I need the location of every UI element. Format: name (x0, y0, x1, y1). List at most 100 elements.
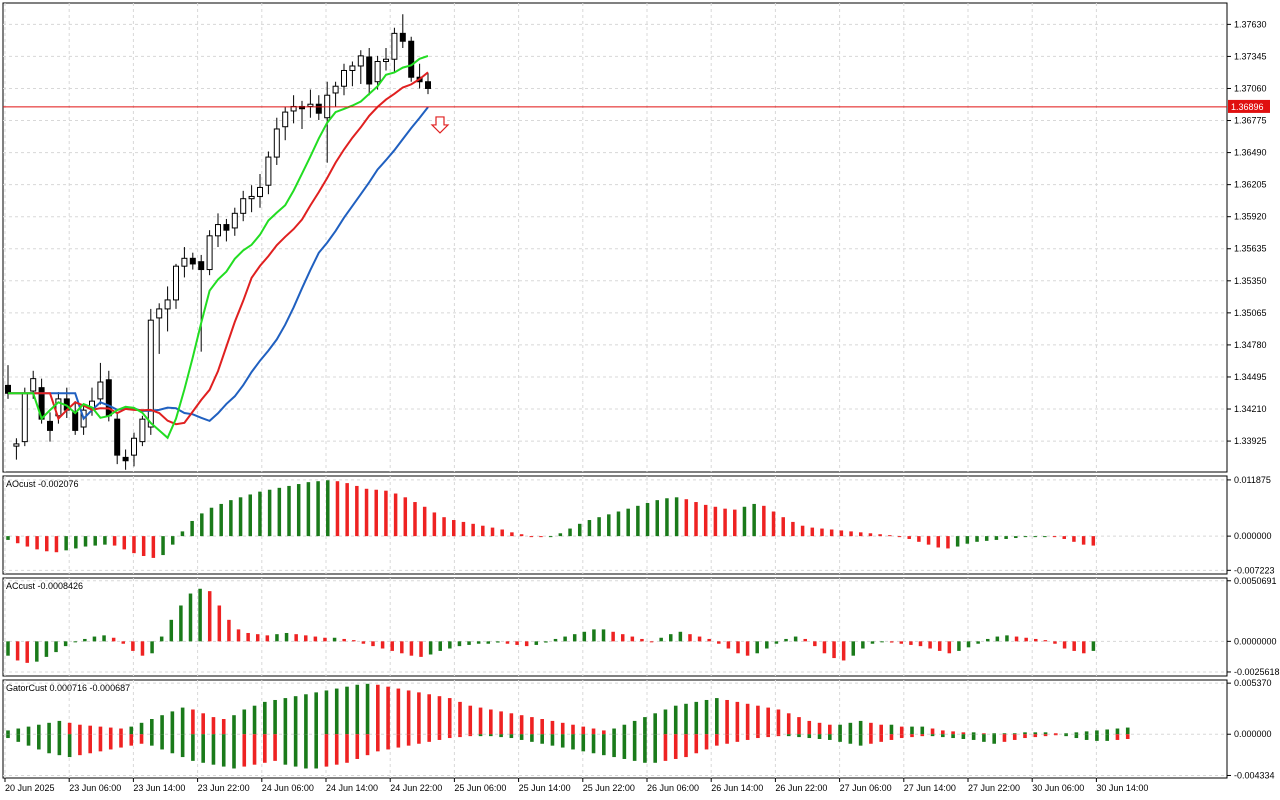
gator-lower-bar (581, 734, 586, 752)
histogram-bar (121, 641, 126, 644)
histogram-bar (745, 641, 750, 656)
gator-upper-bar (971, 732, 976, 735)
gator-upper-bar (704, 699, 709, 735)
gator-lower-bar (273, 734, 277, 761)
x-tick-label: 23 Jun 14:00 (133, 783, 185, 793)
histogram-bar (73, 641, 77, 643)
histogram-bar (1033, 536, 1037, 538)
gator-lower-bar (26, 734, 31, 746)
histogram-bar (275, 634, 279, 642)
gator-lower-bar (602, 734, 606, 756)
x-tick-label: 24 Jun 06:00 (262, 783, 314, 793)
histogram-bar (170, 536, 175, 545)
histogram-bar (422, 506, 427, 537)
histogram-bar (248, 494, 253, 537)
histogram-bar (403, 497, 408, 537)
gator-upper-bar (920, 726, 925, 735)
gator-lower-bar (807, 734, 812, 739)
gator-upper-bar (293, 696, 298, 735)
histogram-bar (1091, 641, 1096, 651)
gator-lower-bar (98, 734, 103, 752)
gator-upper-bar (1064, 733, 1068, 735)
gator-lower-bar (160, 734, 164, 750)
histogram-bar (111, 637, 116, 642)
candle (257, 186, 263, 197)
gator-lower-bar (797, 734, 801, 738)
histogram-bar (64, 536, 68, 551)
histogram-bar (665, 498, 669, 537)
gator-lower-bar (1012, 734, 1017, 740)
histogram-bar (878, 534, 882, 537)
x-tick-label: 20 Jun 2025 (5, 783, 55, 793)
histogram-bar (103, 536, 107, 545)
gator-upper-bar (489, 709, 493, 735)
histogram-bar (771, 511, 776, 537)
histogram-bar (548, 536, 553, 538)
moving-average-line-1 (8, 71, 429, 426)
gator-upper-bar (838, 724, 842, 735)
histogram-bar (703, 504, 708, 537)
gator-lower-bar (304, 734, 308, 769)
gator-upper-bar (817, 722, 822, 735)
gator-lower-bar (150, 734, 154, 746)
x-tick-label: 27 Jun 06:00 (840, 783, 892, 793)
gator-upper-bar (869, 722, 873, 735)
histogram-bar (371, 641, 375, 647)
gator-lower-bar (1043, 734, 1048, 737)
histogram-bar (1072, 536, 1076, 542)
y-tick-label: 0.005370 (1234, 678, 1272, 688)
histogram-bar (413, 502, 417, 537)
histogram-bar (820, 528, 824, 537)
gator-lower-bar (67, 734, 72, 758)
histogram-bar (558, 533, 563, 537)
candle (282, 111, 289, 128)
gator-lower-bar (1125, 734, 1130, 739)
x-tick-label: 24 Jun 22:00 (390, 783, 442, 793)
gator-lower-bar (406, 734, 411, 746)
gator-upper-bar (797, 717, 801, 735)
gator-upper-bar (324, 690, 329, 735)
histogram-bar (236, 629, 241, 642)
histogram-bar (1024, 637, 1028, 642)
gator-upper-bar (6, 730, 10, 735)
candle (231, 212, 238, 229)
gator-lower-bar (1074, 734, 1079, 739)
gator-upper-bar (540, 719, 544, 735)
gator-lower-bar (386, 734, 390, 750)
gator-lower-bar (663, 734, 668, 761)
histogram-bar (352, 640, 356, 642)
candle (147, 319, 154, 428)
histogram-bar (742, 506, 747, 537)
histogram-bar (180, 531, 185, 537)
gator-upper-bar (88, 725, 92, 735)
histogram-bar (803, 638, 807, 642)
histogram-bar (713, 506, 718, 537)
gator-upper-bar (221, 719, 226, 735)
gator-upper-bar (437, 696, 442, 735)
histogram-bar (1062, 536, 1066, 539)
candle (97, 381, 104, 400)
histogram-bar (601, 629, 606, 642)
gator-lower-bar (817, 734, 822, 739)
moving-average-line-2 (8, 54, 429, 440)
gator-upper-bar (37, 724, 41, 735)
histogram-bar (572, 634, 577, 642)
gator-lower-bar (1115, 734, 1120, 740)
gator-lower-bar (232, 734, 236, 769)
histogram-bar (684, 499, 689, 537)
histogram-bar (54, 536, 59, 553)
gator-upper-bar (150, 719, 154, 735)
histogram-bar (880, 641, 884, 643)
candle (47, 420, 53, 431)
histogram-bar (457, 641, 462, 647)
gator-upper-bar (509, 713, 514, 735)
gator-upper-bar (982, 733, 986, 735)
gator-lower-bar (725, 734, 729, 744)
histogram-bar (870, 641, 875, 644)
gator-upper-bar (1023, 732, 1027, 735)
histogram-bar (640, 638, 644, 642)
histogram-bar (723, 508, 727, 537)
histogram-bar (294, 634, 298, 642)
histogram-bar (861, 641, 865, 649)
